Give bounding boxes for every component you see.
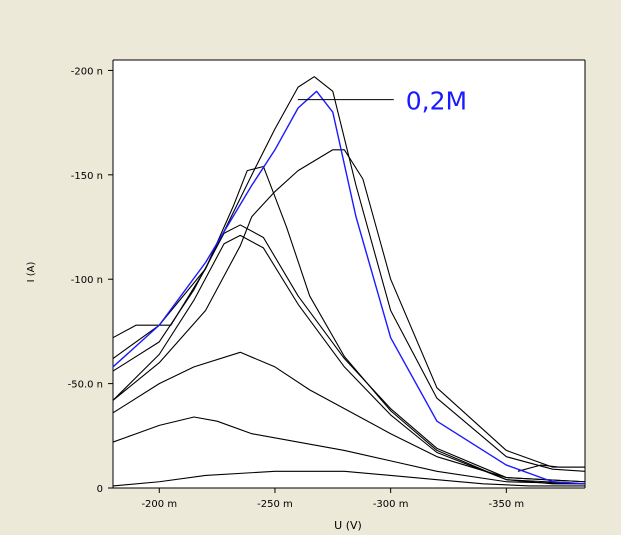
y-axis-label: I (A)	[26, 262, 37, 283]
y-tick-label: -100 n	[71, 275, 103, 286]
annotation-label: 0,2M	[406, 87, 467, 116]
series-line-8	[112, 470, 585, 487]
series-line-7	[112, 416, 586, 485]
plot-area	[113, 60, 585, 488]
series-line-2	[112, 149, 585, 468]
series-line-4	[112, 224, 586, 483]
series-line-9	[517, 464, 585, 472]
x-tick-label: -350 m	[489, 499, 525, 510]
series-line-0-2m	[112, 90, 586, 485]
tick-layer: -200 m -250 m -300 m -350 m 0 -50.0 n -100 n -1…	[68, 66, 525, 510]
series-line-5	[112, 234, 586, 485]
series-layer	[112, 76, 586, 487]
x-tick-label: -250 m	[257, 499, 293, 510]
x-tick-label: -300 m	[373, 499, 409, 510]
x-axis-label: U (V)	[334, 519, 362, 531]
y-tick-label: -200 n	[71, 66, 103, 77]
series-line-6	[112, 351, 586, 483]
y-tick-label: -150 n	[71, 171, 103, 182]
annotation-layer: 0,2M	[297, 87, 467, 116]
y-tick-label: -50.0 n	[68, 380, 103, 391]
y-tick-label: 0	[97, 484, 103, 495]
x-tick-label: -200 m	[141, 499, 177, 510]
